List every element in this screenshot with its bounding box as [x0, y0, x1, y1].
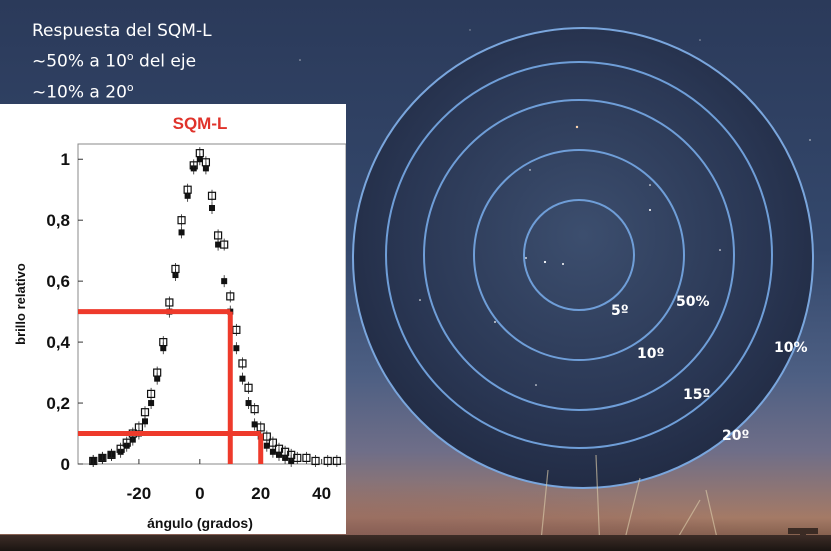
- y-tick-label: 0,8: [46, 211, 70, 230]
- data-point-open: [122, 438, 131, 447]
- y-axis-label: brillo relativo: [13, 263, 28, 345]
- label-15-deg: 15º: [683, 387, 710, 403]
- circle-15-deg: [423, 99, 735, 411]
- plot-frame: [77, 143, 346, 465]
- data-point-open: [323, 456, 332, 466]
- slide-caption: Respuesta del SQM-L ~50% a 10o del eje ~…: [32, 18, 212, 105]
- horizon-ground: [0, 535, 831, 551]
- data-point-filled: [160, 345, 167, 352]
- data-point-filled: [239, 375, 246, 382]
- data-point-open: [171, 264, 180, 274]
- data-point-filled: [178, 229, 185, 236]
- data-point-filled: [221, 278, 228, 285]
- label-10-percent: 10%: [774, 340, 808, 356]
- data-point-filled: [276, 451, 282, 458]
- data-point-open: [189, 161, 198, 170]
- data-point-filled: [269, 448, 276, 455]
- data-point-filled: [245, 400, 252, 407]
- data-point-filled: [172, 272, 179, 279]
- y-tick-label: 0,6: [46, 272, 70, 291]
- data-point-open: [183, 185, 192, 194]
- data-point-filled: [233, 345, 240, 352]
- data-point-open: [107, 450, 116, 459]
- label-5-deg: 5º: [611, 303, 629, 319]
- y-tick-label: 0,2: [46, 394, 70, 413]
- data-point-open: [268, 438, 278, 447]
- circle-5-deg: [523, 199, 635, 311]
- circle-20-deg: [385, 61, 773, 449]
- y-tick-label: 1: [61, 150, 70, 169]
- label-10-deg: 10º: [637, 346, 664, 362]
- data-point-open: [201, 158, 211, 167]
- data-point-filled: [251, 421, 258, 428]
- data-point-open: [226, 292, 235, 301]
- caption-line-3: ~10% a 20o: [32, 80, 134, 103]
- label-20-deg: 20º: [722, 428, 749, 444]
- data-point-open: [89, 456, 98, 466]
- data-point-open: [207, 191, 217, 200]
- data-point-filled: [148, 400, 155, 407]
- data-point-filled: [288, 457, 295, 464]
- data-point-filled: [196, 156, 203, 163]
- y-tick-label: 0: [61, 455, 70, 474]
- data-point-open: [311, 456, 320, 466]
- data-point-filled: [129, 436, 136, 443]
- data-point-open: [244, 383, 253, 392]
- data-point-open: [293, 453, 302, 463]
- chart-panel: SQM-L ángulo (grados) brillo relativo -20 0 2…: [0, 104, 346, 534]
- data-point-open: [302, 453, 311, 463]
- sky-disc: [352, 27, 814, 489]
- data-point-open: [153, 368, 162, 377]
- data-point-open: [232, 325, 241, 335]
- data-point-open: [256, 423, 265, 432]
- data-point-open: [140, 408, 150, 417]
- data-point-filled: [142, 418, 148, 425]
- data-point-filled: [215, 241, 222, 248]
- data-point-open: [159, 337, 168, 347]
- x-axis-label: ángulo (grados): [147, 515, 253, 531]
- response-chart: SQM-L ángulo (grados) brillo relativo -20 0 2…: [13, 114, 346, 531]
- data-point-open: [134, 423, 144, 432]
- data-point-filled: [263, 442, 270, 449]
- y-tick-label: 0,4: [46, 333, 70, 352]
- x-tick-label: 0: [195, 484, 204, 503]
- data-point-open: [116, 444, 125, 453]
- data-point-open: [262, 432, 271, 441]
- data-point-filled: [202, 165, 209, 172]
- data-point-open: [146, 389, 156, 399]
- data-point-open: [165, 298, 174, 307]
- circle-10-deg: [473, 149, 685, 361]
- data-point-filled: [209, 205, 215, 211]
- data-point-filled: [154, 375, 161, 382]
- data-point-open: [250, 405, 259, 414]
- label-50-percent: 50%: [676, 294, 710, 310]
- data-point-open: [332, 456, 341, 466]
- data-point-filled: [184, 192, 191, 199]
- x-tick-label: 40: [312, 484, 331, 503]
- data-point-filled: [282, 454, 289, 461]
- chart-title: SQM-L: [173, 114, 228, 133]
- stars: [59, 29, 811, 141]
- caption-line-2: ~50% a 10o del eje: [32, 50, 197, 72]
- data-point-open: [195, 149, 204, 158]
- data-point-open: [238, 359, 247, 368]
- caption-line-1: Respuesta del SQM-L: [32, 21, 212, 41]
- data-point-open: [213, 231, 223, 240]
- x-tick-label: 20: [251, 484, 270, 503]
- data-point-open: [220, 240, 229, 249]
- x-tick-label: -20: [127, 484, 152, 503]
- data-point-open: [177, 216, 186, 225]
- disc-stars: [419, 125, 721, 386]
- data-point-open: [98, 453, 107, 463]
